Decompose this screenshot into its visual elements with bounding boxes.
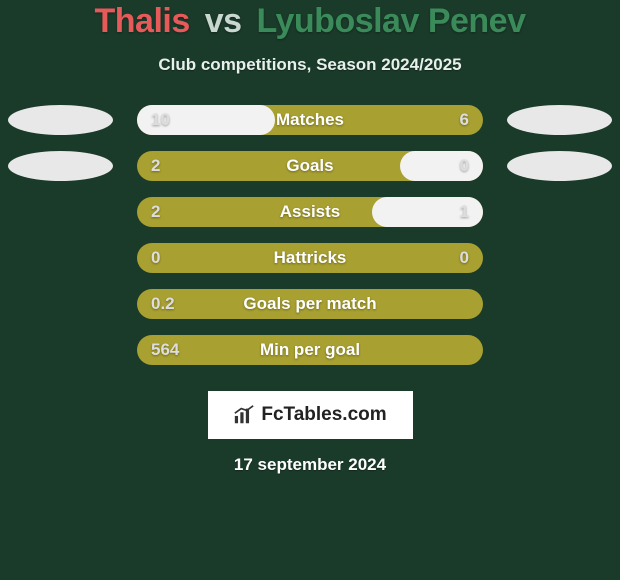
player1-avatar — [8, 105, 113, 135]
bar-track: Goals per match 0.2 — [137, 289, 483, 319]
stat-row: Hattricks 0 0 — [0, 243, 620, 273]
vs-text: vs — [205, 2, 242, 40]
bar-track: Hattricks 0 0 — [137, 243, 483, 273]
bar-fill-right — [400, 151, 483, 181]
stat-label: Goals per match — [243, 294, 376, 314]
stat-value-left: 564 — [151, 340, 179, 360]
stat-label: Min per goal — [260, 340, 360, 360]
player1-name: Thalis — [95, 2, 190, 40]
stat-value-right: 0 — [460, 156, 469, 176]
stat-value-right: 6 — [460, 110, 469, 130]
player2-avatar — [507, 105, 612, 135]
stat-value-left: 2 — [151, 202, 160, 222]
stat-value-left: 0 — [151, 248, 160, 268]
stat-row: Assists 2 1 — [0, 197, 620, 227]
stat-row: Min per goal 564 — [0, 335, 620, 365]
stat-value-left: 2 — [151, 156, 160, 176]
bar-track: Min per goal 564 — [137, 335, 483, 365]
player2-avatar — [507, 151, 612, 181]
stat-value-right: 0 — [460, 248, 469, 268]
subtitle: Club competitions, Season 2024/2025 — [158, 55, 461, 75]
stat-value-left: 0.2 — [151, 294, 175, 314]
player1-avatar — [8, 151, 113, 181]
player2-name: Lyuboslav Penev — [256, 2, 525, 40]
stat-row: Matches 10 6 — [0, 105, 620, 135]
stat-value-right: 1 — [460, 202, 469, 222]
stats-chart: Matches106Goals20Assists21Hattricks00Goa… — [0, 105, 620, 381]
stat-label: Goals — [286, 156, 333, 176]
page-title: Thalis vs Lyuboslav Penev — [95, 2, 526, 41]
stat-row: Goals 2 0 — [0, 151, 620, 181]
bar-track: Goals 2 0 — [137, 151, 483, 181]
brand-box: FcTables.com — [208, 391, 413, 439]
brand-icon — [233, 404, 255, 426]
bar-track: Matches 10 6 — [137, 105, 483, 135]
stat-value-left: 10 — [151, 110, 170, 130]
stat-label: Matches — [276, 110, 344, 130]
comparison-card: Thalis vs Lyuboslav Penev Club competiti… — [0, 0, 620, 580]
stat-label: Assists — [280, 202, 340, 222]
stat-label: Hattricks — [274, 248, 347, 268]
stat-row: Goals per match 0.2 — [0, 289, 620, 319]
bar-track: Assists 2 1 — [137, 197, 483, 227]
date-line: 17 september 2024 — [234, 455, 386, 475]
brand-text: FcTables.com — [261, 404, 386, 426]
